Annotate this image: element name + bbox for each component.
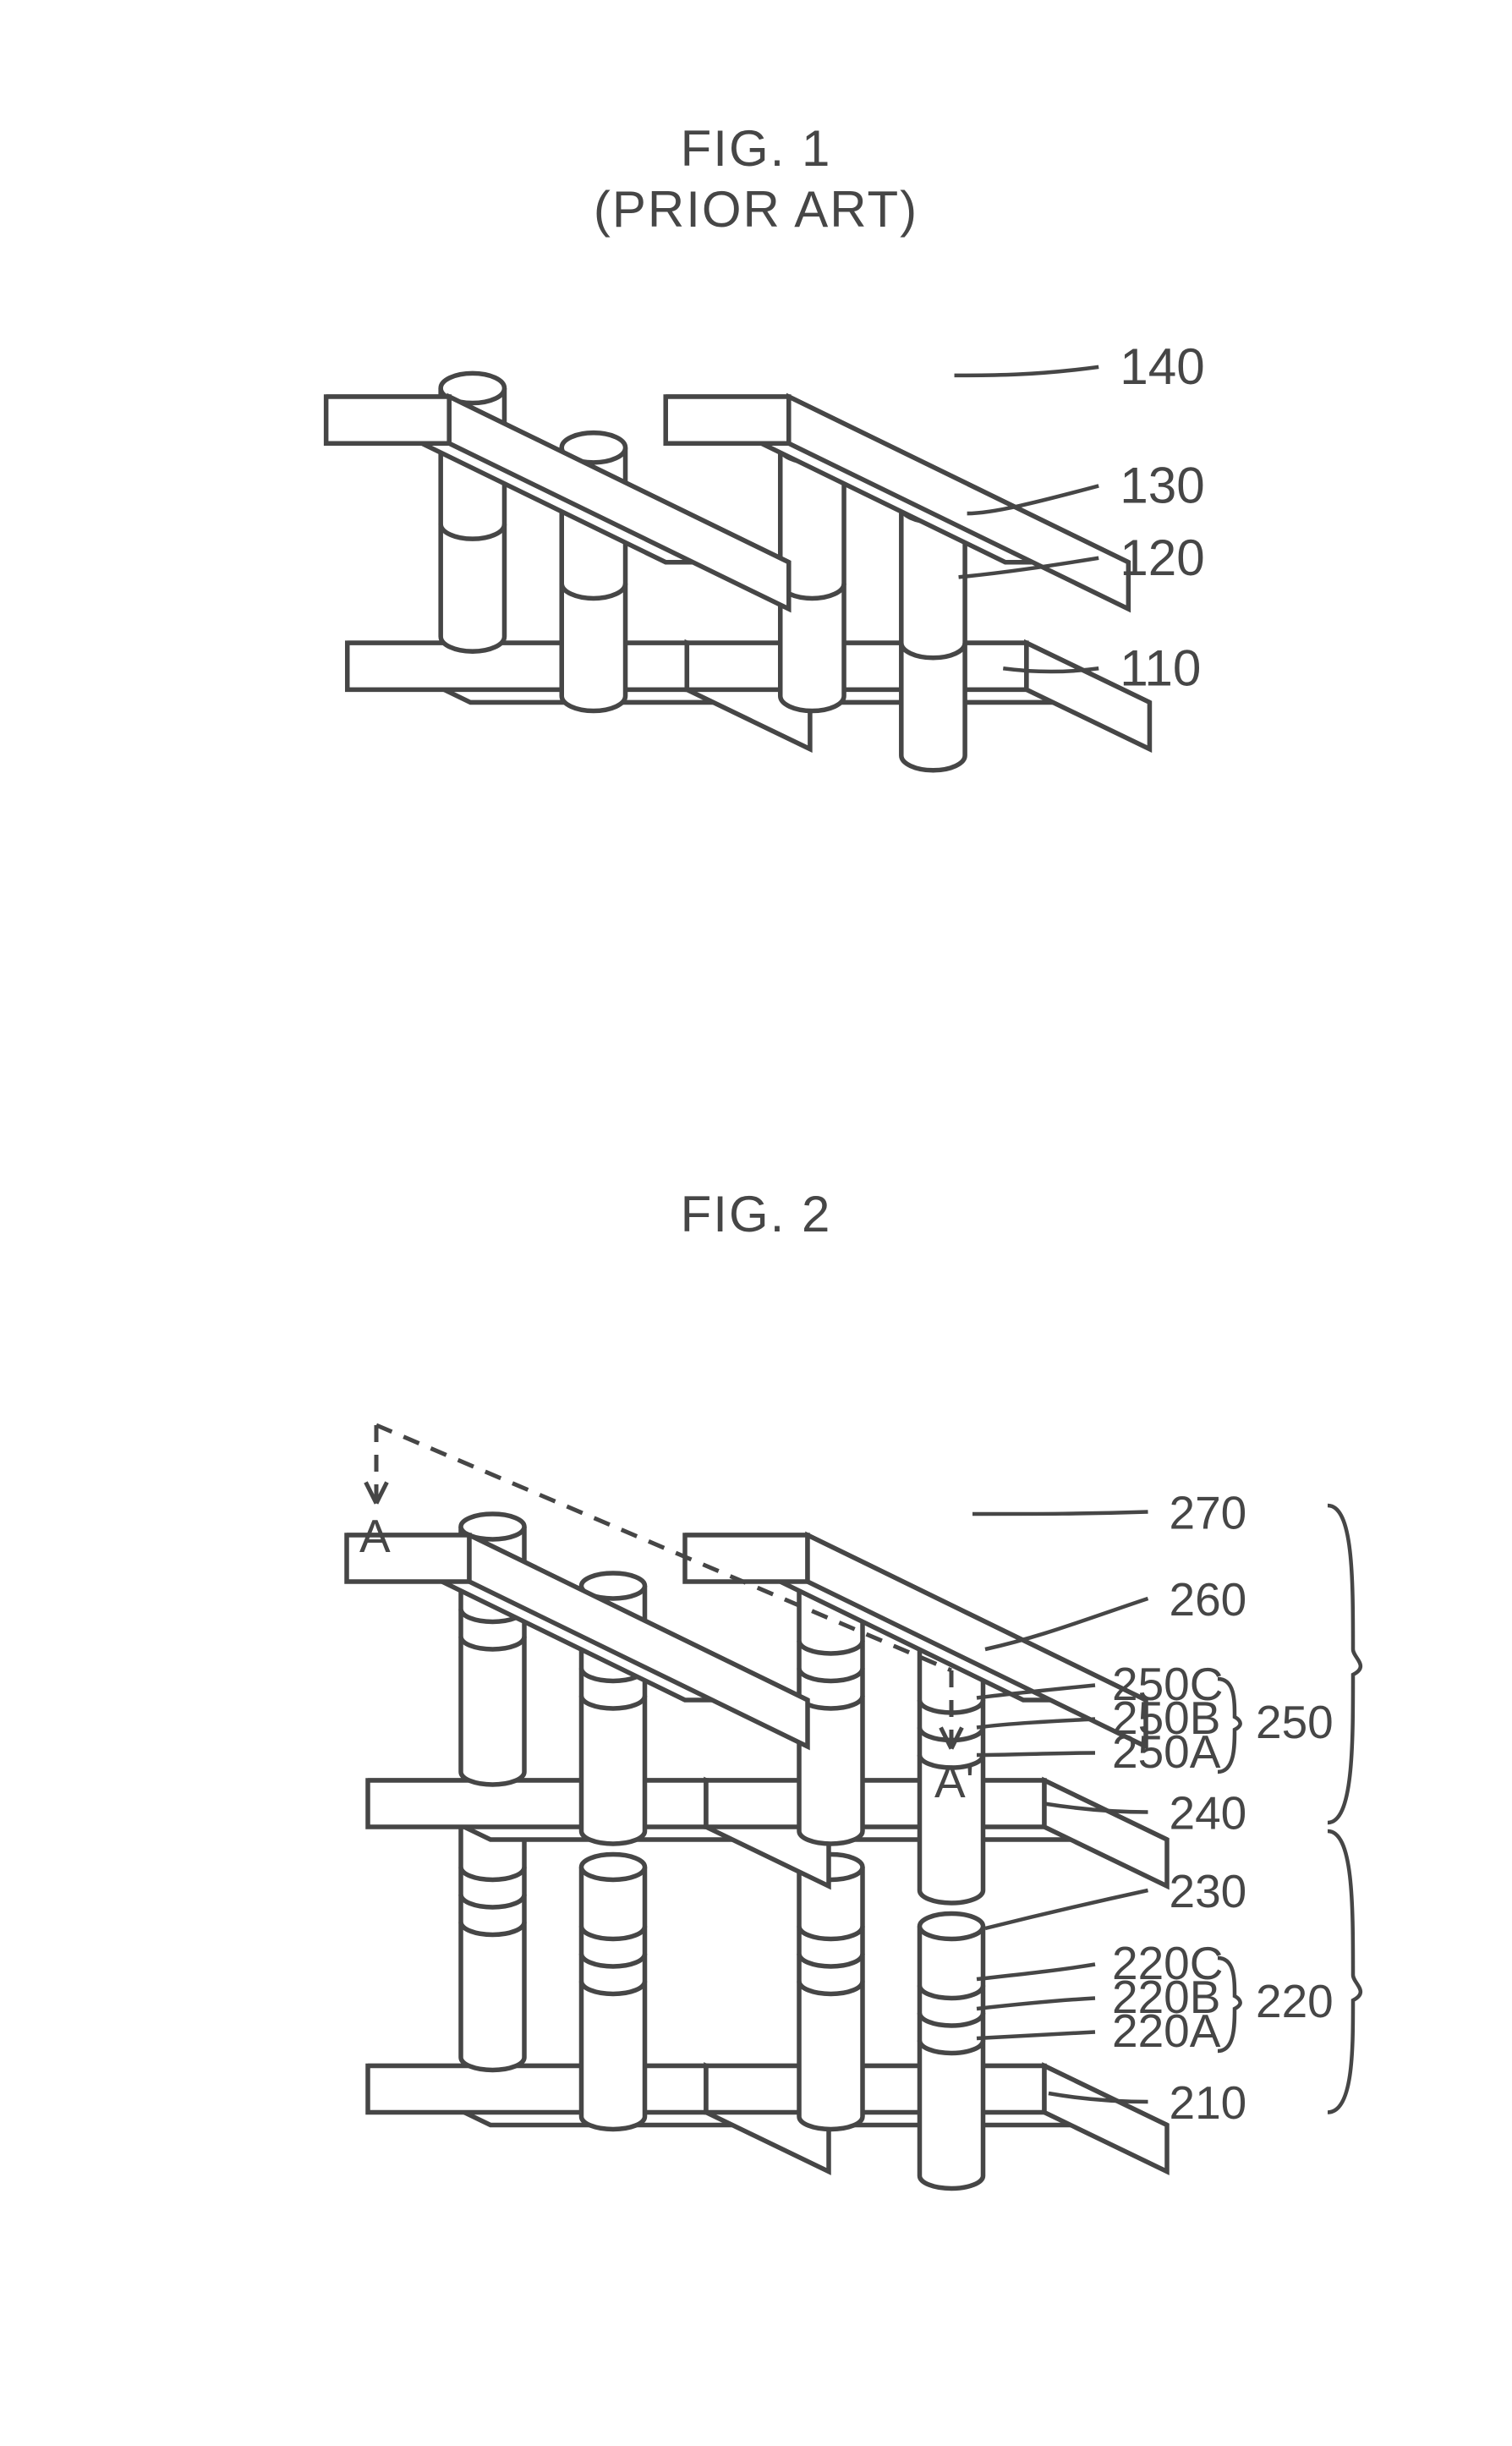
svg-text:260: 260 xyxy=(1170,1573,1247,1626)
svg-text:130: 130 xyxy=(1120,457,1204,514)
svg-text:A': A' xyxy=(934,1755,974,1807)
svg-text:250: 250 xyxy=(1256,1696,1334,1748)
svg-text:270: 270 xyxy=(1170,1487,1247,1539)
svg-text:240: 240 xyxy=(1170,1787,1247,1840)
svg-text:A: A xyxy=(359,1510,391,1562)
svg-text:140: 140 xyxy=(1120,337,1204,395)
svg-text:250A: 250A xyxy=(1112,1725,1221,1778)
svg-text:210: 210 xyxy=(1170,2076,1247,2129)
page: FIG. 1 (PRIOR ART) 140 130 120 110 FIG. 2 A… xyxy=(0,0,1512,2446)
svg-text:220: 220 xyxy=(1256,1975,1334,2027)
fig2-title-line: FIG. 2 xyxy=(0,1184,1512,1245)
svg-text:110: 110 xyxy=(1120,639,1201,696)
fig2-title: FIG. 2 xyxy=(0,1184,1512,1245)
fig1-diagram: 140 130 120 110 xyxy=(186,228,1268,990)
svg-text:220A: 220A xyxy=(1112,2005,1221,2057)
fig1-title-line1: FIG. 1 xyxy=(0,118,1512,179)
fig2-diagram: AA'270260250C250B250A240230220C220B220A2… xyxy=(186,1311,1370,2309)
svg-text:120: 120 xyxy=(1120,529,1204,586)
svg-text:230: 230 xyxy=(1170,1865,1247,1917)
fig1-title: FIG. 1 (PRIOR ART) xyxy=(0,118,1512,240)
